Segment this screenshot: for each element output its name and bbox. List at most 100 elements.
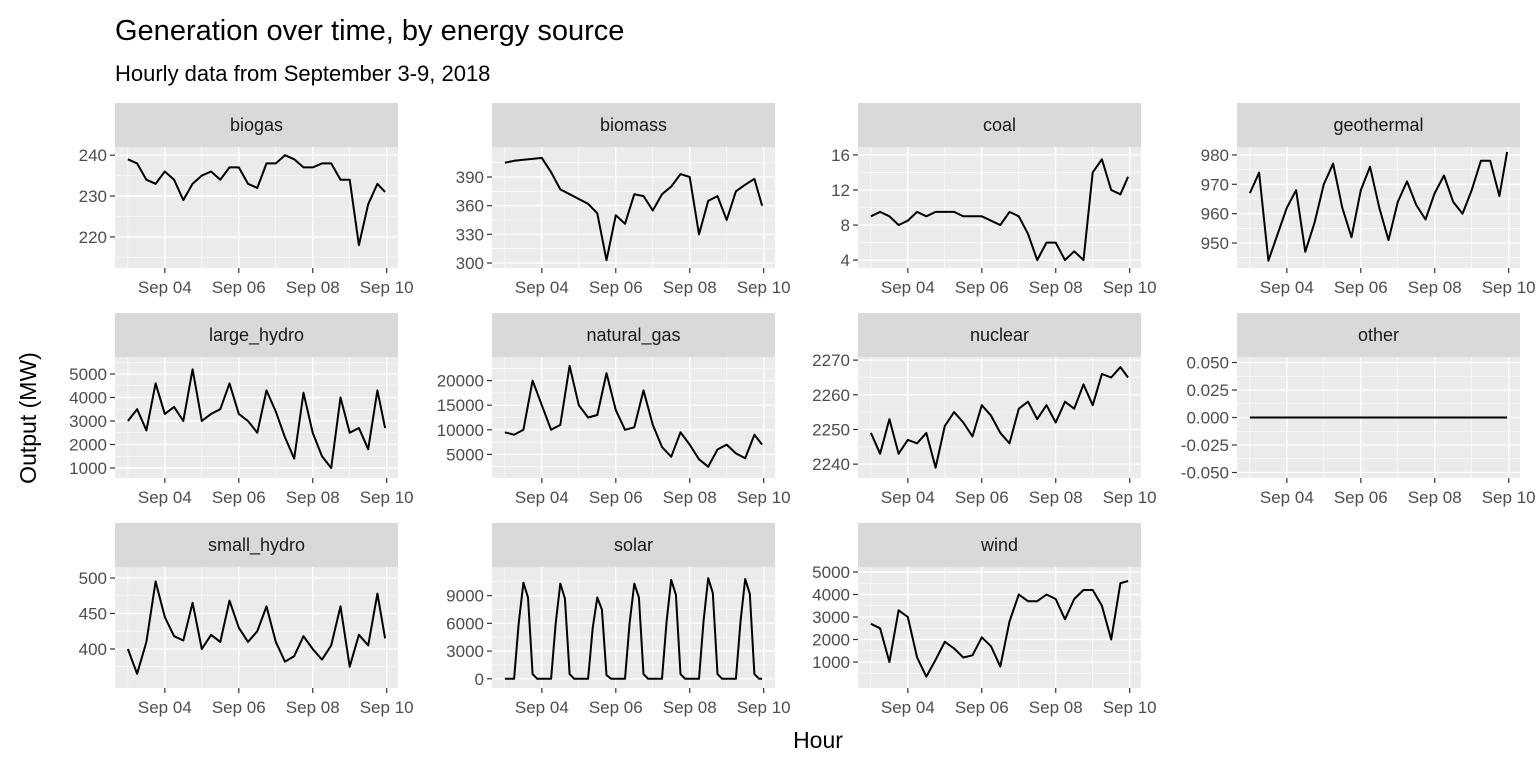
y-tick-label: 4000	[69, 388, 107, 407]
facet-strip-label: other	[1358, 325, 1399, 345]
y-tick-label: 400	[79, 640, 107, 659]
y-tick-label: 5000	[446, 445, 484, 464]
x-tick-label: Sep 10	[737, 278, 791, 297]
facet-strip	[115, 523, 398, 567]
facet-strip	[1237, 313, 1520, 357]
y-tick-label: 20000	[437, 372, 484, 391]
facet-strip	[115, 313, 398, 357]
facet-strip	[858, 103, 1141, 147]
x-tick-label: Sep 10	[737, 488, 791, 507]
y-tick-label: 2250	[812, 420, 850, 439]
series-line-nuclear	[869, 366, 1129, 469]
y-tick-label: 2260	[812, 386, 850, 405]
y-tick-label: -0.050	[1181, 464, 1229, 483]
x-tick-label: Sep 06	[212, 488, 266, 507]
x-tick-label: Sep 08	[1029, 698, 1083, 717]
y-tick-label: 5000	[69, 365, 107, 384]
x-tick-label: Sep 08	[286, 488, 340, 507]
x-tick-label: Sep 04	[138, 278, 192, 297]
x-tick-label: Sep 10	[737, 698, 791, 717]
x-tick-label: Sep 08	[1029, 488, 1083, 507]
x-tick-label: Sep 06	[1334, 278, 1388, 297]
x-tick-label: Sep 06	[955, 698, 1009, 717]
x-tick-label: Sep 04	[1260, 278, 1314, 297]
series-line-geothermal	[1248, 151, 1509, 262]
x-tick-label: Sep 08	[1408, 278, 1462, 297]
facet-strip-label: geothermal	[1333, 115, 1423, 135]
facet-strip	[115, 103, 398, 147]
y-tick-label: 360	[456, 197, 484, 216]
series-line-natural_gas	[504, 364, 763, 468]
facet-strip	[492, 103, 775, 147]
y-tick-label: 230	[79, 187, 107, 206]
y-tick-label: 2240	[812, 455, 850, 474]
x-tick-label: Sep 04	[881, 278, 935, 297]
x-tick-label: Sep 08	[1408, 488, 1462, 507]
chart-title: Generation over time, by energy source	[115, 15, 624, 47]
series-line-large_hydro	[127, 368, 387, 469]
facet-strip	[492, 313, 775, 357]
y-tick-label: 950	[1201, 234, 1229, 253]
x-tick-label: Sep 04	[515, 278, 569, 297]
facet-strip	[1237, 103, 1520, 147]
facet-strip-label: biomass	[600, 115, 667, 135]
facet-strip-label: coal	[983, 115, 1016, 135]
y-tick-label: 0.000	[1186, 409, 1229, 428]
x-tick-label: Sep 04	[881, 488, 935, 507]
y-tick-label: 1000	[812, 653, 850, 672]
panel-background	[858, 357, 1141, 478]
y-tick-label: 8	[841, 216, 850, 235]
facet-small_hydro: small_hydro 400 450 500 Sep 04 Sep 06 Sep 08 Se…	[79, 523, 414, 717]
x-axis-title: Hour	[793, 727, 843, 753]
x-tick-label: Sep 04	[1260, 488, 1314, 507]
x-tick-label: Sep 04	[138, 488, 192, 507]
x-tick-label: Sep 10	[360, 698, 414, 717]
series-line-biomass	[504, 156, 764, 262]
x-tick-label: Sep 06	[212, 698, 266, 717]
y-tick-label: 960	[1201, 205, 1229, 224]
facet-strip	[492, 523, 775, 567]
x-tick-label: Sep 08	[1029, 278, 1083, 297]
panel-background	[115, 357, 398, 478]
x-tick-label: Sep 10	[1103, 278, 1157, 297]
y-axis-title: Output (MW)	[15, 352, 41, 484]
x-tick-label: Sep 06	[1334, 488, 1388, 507]
x-tick-label: Sep 08	[663, 278, 717, 297]
facet-strip-label: solar	[614, 535, 653, 555]
x-tick-label: Sep 10	[1482, 278, 1536, 297]
facet-strip-label: biogas	[230, 115, 283, 135]
facet-strip-label: large_hydro	[209, 325, 304, 346]
x-tick-label: Sep 08	[663, 488, 717, 507]
x-tick-label: Sep 04	[881, 698, 935, 717]
y-tick-label: 0.025	[1186, 381, 1229, 400]
facet-large_hydro: large_hydro 1000 2000 3000 4000 5000 Sep 04 Sep…	[69, 313, 414, 507]
x-tick-label: Sep 10	[1482, 488, 1536, 507]
series-line-small_hydro	[126, 580, 387, 675]
y-tick-label: 10000	[437, 421, 484, 440]
panel-background	[115, 567, 398, 688]
facet-other: other -0.050 -0.025 0.000 0.025 0.050 Sep 04 Se…	[1181, 313, 1536, 507]
y-tick-label: 240	[79, 146, 107, 165]
x-tick-label: Sep 04	[138, 698, 192, 717]
facet-strip	[858, 523, 1141, 567]
facet-strip-label: wind	[980, 535, 1018, 555]
y-tick-label: 4	[841, 251, 850, 270]
facet-wind: wind 1000 2000 3000 4000 5000 Sep 04 Sep 06 Sep …	[812, 523, 1157, 717]
x-tick-label: Sep 08	[286, 698, 340, 717]
y-tick-label: 0	[475, 670, 484, 689]
chart-subtitle: Hourly data from September 3-9, 2018	[115, 61, 490, 86]
x-tick-label: Sep 06	[212, 278, 266, 297]
x-tick-label: Sep 06	[955, 488, 1009, 507]
y-tick-label: 500	[79, 569, 107, 588]
facet-strip	[858, 313, 1141, 357]
x-tick-label: Sep 10	[360, 488, 414, 507]
y-tick-label: 2000	[69, 435, 107, 454]
x-tick-label: Sep 06	[589, 488, 643, 507]
x-tick-label: Sep 08	[663, 698, 717, 717]
y-tick-label: 2270	[812, 351, 850, 370]
y-tick-label: 12	[831, 181, 850, 200]
y-tick-label: 300	[456, 254, 484, 273]
y-tick-label: 980	[1201, 146, 1229, 165]
